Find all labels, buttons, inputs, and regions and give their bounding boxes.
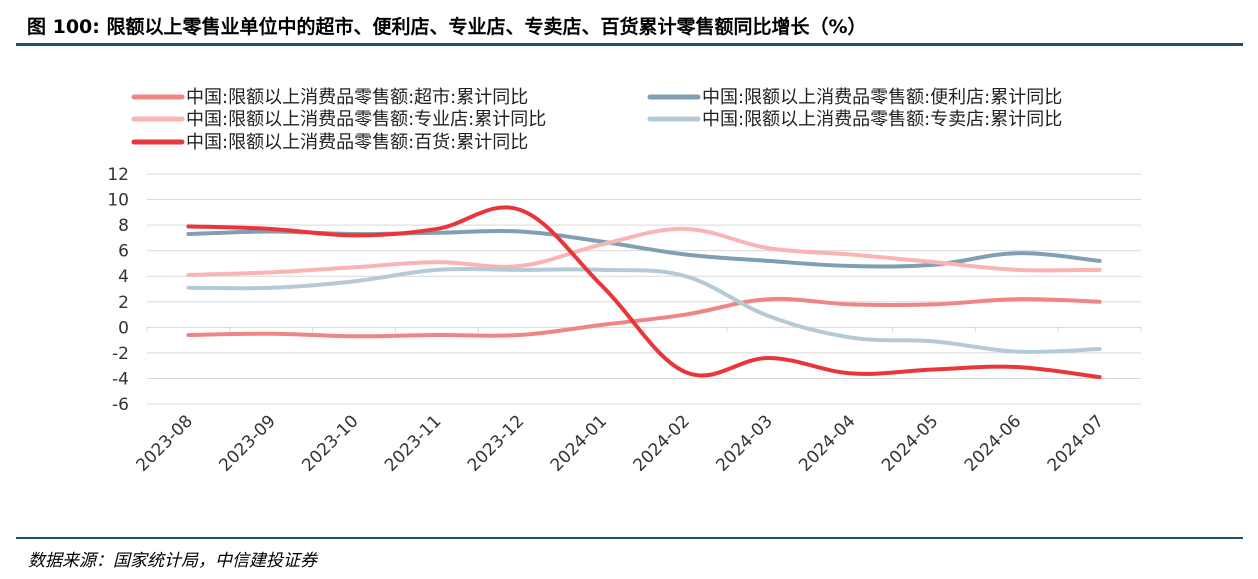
y-axis: 12 10 8 6 4 2 0 -2 -4 -6: [107, 165, 129, 415]
gridlines: [147, 173, 1141, 405]
legend-label: 中国:限额以上消费品零售额:专业店:累计同比: [186, 109, 546, 130]
x-tick-label: 2023-09: [215, 411, 279, 475]
y-tick-label: 0: [118, 318, 129, 338]
legend-label: 中国:限额以上消费品零售额:超市:累计同比: [186, 87, 528, 108]
y-tick-label: -2: [112, 344, 129, 364]
x-tick-label: 2023-11: [381, 411, 445, 475]
series-line-convenience-store: [186, 228, 1102, 269]
y-tick-label: 4: [118, 267, 129, 287]
y-tick-label: 10: [107, 191, 129, 211]
x-tick-label: 2024-03: [712, 411, 776, 475]
x-tick-label: 2024-04: [795, 411, 859, 475]
legend-item-exclusive-store: 中国:限额以上消费品零售额:专卖店:累计同比: [647, 109, 1062, 130]
y-tick-label: -4: [112, 369, 129, 389]
line-chart: 中国:限额以上消费品零售额:超市:累计同比 中国:限额以上消费品零售额:便利店:累…: [107, 87, 1142, 476]
series-line-exclusive-store: [186, 266, 1102, 354]
x-tick-label: 2023-12: [464, 411, 528, 475]
x-tick-label: 2024-07: [1044, 411, 1108, 475]
legend-label: 中国:限额以上消费品零售额:便利店:累计同比: [702, 87, 1062, 108]
title-divider: [16, 43, 1243, 46]
series-line-department-store: [186, 205, 1102, 380]
y-tick-label: 12: [107, 165, 129, 185]
x-tick-label: 2024-02: [630, 411, 694, 475]
chart-title: 图 100: 限额以上零售业单位中的超市、便利店、专业店、专卖店、百货累计零售额…: [27, 16, 867, 38]
legend-item-specialty-store: 中国:限额以上消费品零售额:专业店:累计同比: [131, 109, 546, 130]
legend-label: 中国:限额以上消费品零售额:专卖店:累计同比: [702, 109, 1062, 130]
source-note: 数据来源：国家统计局，中信建投证券: [28, 551, 317, 571]
y-tick-label: 8: [118, 216, 129, 236]
series-lines: [186, 205, 1102, 380]
footer-divider: [16, 537, 1243, 539]
x-tick-label: 2024-05: [878, 411, 942, 475]
x-tick-label: 2023-08: [133, 411, 197, 475]
legend: 中国:限额以上消费品零售额:超市:累计同比 中国:限额以上消费品零售额:便利店:累…: [131, 87, 1062, 153]
legend-label: 中国:限额以上消费品零售额:百货:累计同比: [186, 132, 528, 153]
x-tick-label: 2024-06: [961, 411, 1025, 475]
y-tick-label: -6: [112, 395, 129, 415]
x-tick-label: 2023-10: [298, 411, 362, 475]
legend-item-supermarket: 中国:限额以上消费品零售额:超市:累计同比: [131, 87, 528, 108]
x-tick-label: 2024-01: [547, 411, 611, 475]
legend-item-department-store: 中国:限额以上消费品零售额:百货:累计同比: [131, 132, 528, 153]
series-line-supermarket: [186, 296, 1102, 339]
y-tick-label: 6: [118, 242, 129, 262]
series-line-specialty-store: [186, 226, 1102, 277]
legend-item-convenience-store: 中国:限额以上消费品零售额:便利店:累计同比: [647, 87, 1062, 108]
y-tick-label: 2: [118, 293, 129, 313]
